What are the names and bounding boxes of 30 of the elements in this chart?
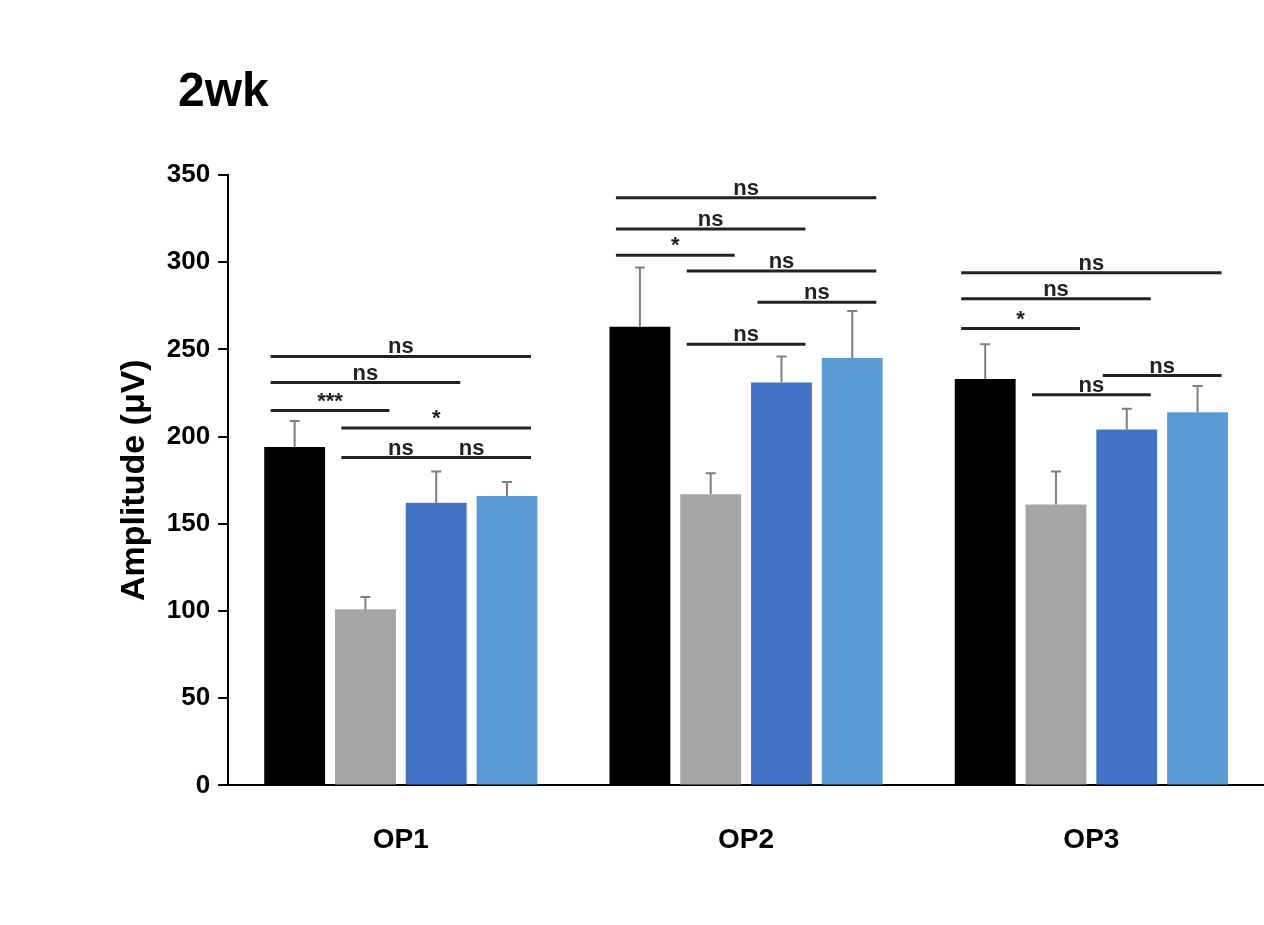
y-tick-label: 150 [166, 506, 211, 537]
annotation: ns [733, 321, 759, 347]
y-tick-label: 50 [181, 681, 211, 712]
annotation: * [431, 404, 441, 430]
annotation: ns [804, 279, 830, 305]
x-tick-label: OP3 [1063, 822, 1120, 854]
y-tick-label: 0 [195, 768, 211, 799]
annotation: * [671, 232, 681, 258]
y-axis-title: Amplitude (μV) [112, 359, 151, 602]
annotation: ns [1149, 352, 1175, 378]
y-tick-label: 100 [166, 594, 211, 625]
annotation: ns [387, 333, 414, 359]
y-tick-label: 250 [166, 332, 211, 363]
x-tick-label: OP2 [718, 822, 775, 854]
annotation: * [1016, 305, 1026, 331]
annotation: ns [1078, 371, 1105, 397]
annotation: ns [697, 206, 724, 232]
annotation: ns [1078, 249, 1105, 275]
chart-title: 2wk [178, 63, 270, 116]
annotation: ns [387, 434, 414, 460]
y-tick-label: 350 [166, 158, 211, 189]
x-tick-label: OP1 [372, 822, 429, 854]
y-tick-label: 300 [166, 245, 211, 276]
annotation: ns [352, 359, 379, 385]
annotation: ns [1043, 275, 1069, 301]
y-tick-label: 200 [166, 419, 211, 450]
annotation: ns [458, 434, 485, 460]
annotation: *** [317, 387, 344, 413]
annotation: ns [768, 247, 795, 273]
annotation: ns [733, 174, 759, 200]
